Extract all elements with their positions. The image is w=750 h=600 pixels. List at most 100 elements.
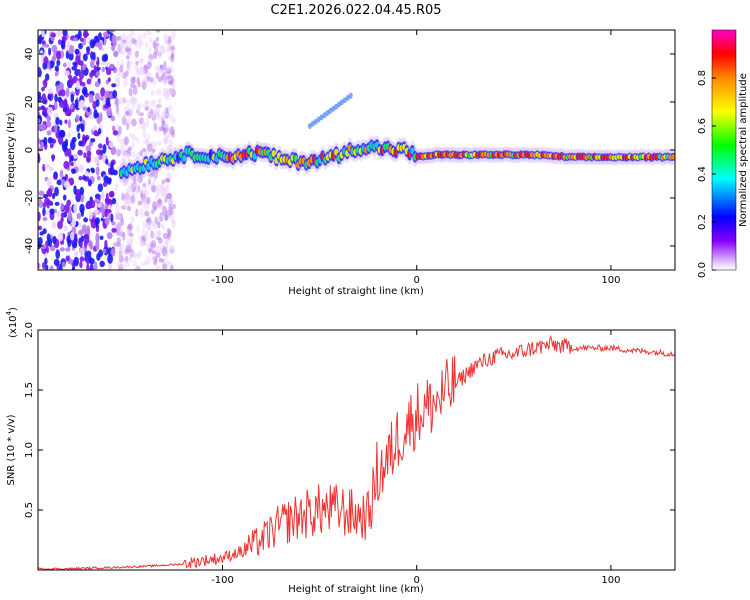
heatmap-speckle xyxy=(146,76,151,82)
heatmap-speckle xyxy=(63,180,70,189)
heatmap-speckle xyxy=(69,103,74,110)
spectrogram-xtick-label: 100 xyxy=(601,275,620,286)
heatmap-speckle xyxy=(150,220,156,227)
heatmap-speckle xyxy=(119,44,124,55)
heatmap-speckle xyxy=(154,171,159,177)
heatmap-speckle xyxy=(79,186,85,196)
heatmap-speckle xyxy=(88,211,93,220)
heatmap-speckle xyxy=(113,50,119,58)
heatmap-speckle xyxy=(130,194,136,204)
heatmap-speckle xyxy=(141,148,147,153)
heatmap-speckle xyxy=(45,264,49,270)
heatmap-speckle xyxy=(132,261,138,267)
heatmap-speckle xyxy=(128,254,133,263)
heatmap-speckle xyxy=(89,266,94,270)
heatmap-speckle xyxy=(125,188,130,198)
heatmap-speckle xyxy=(69,154,74,162)
heatmap-speckle xyxy=(78,164,85,173)
heatmap-speckle xyxy=(46,120,52,128)
heatmap-speckle xyxy=(109,30,115,33)
heatmap-speckle xyxy=(50,32,57,38)
heatmap-speckle xyxy=(38,106,42,111)
heatmap-speckle xyxy=(118,125,122,136)
heatmap-speckle xyxy=(138,124,145,130)
heatmap-speckle xyxy=(86,225,91,236)
heatmap-speckle xyxy=(130,30,136,37)
heatmap-speckle xyxy=(75,114,80,123)
heatmap-speckle xyxy=(73,256,80,267)
heatmap-speckle xyxy=(150,230,154,239)
heatmap-speckle xyxy=(68,77,75,86)
heatmap-speckle xyxy=(114,96,118,106)
heatmap-speckle xyxy=(51,154,55,162)
heatmap-speckle xyxy=(98,154,102,161)
heatmap-speckle xyxy=(154,65,161,72)
heatmap-speckle xyxy=(68,52,74,61)
heatmap-speckle xyxy=(44,163,51,169)
heatmap-speckle xyxy=(38,211,41,222)
colorbar-gradient xyxy=(711,29,737,271)
heatmap-speckle xyxy=(145,255,151,266)
heatmap-speckle xyxy=(61,141,68,150)
spectrogram-ylabel: Frequency (Hz) xyxy=(6,112,17,188)
heatmap-speckle xyxy=(78,123,83,129)
heatmap-speckle xyxy=(157,76,163,83)
heatmap-speckle xyxy=(38,66,41,73)
heatmap-speckle xyxy=(106,177,112,185)
heatmap-speckle xyxy=(53,174,57,180)
heatmap-speckle xyxy=(62,30,68,37)
heatmap-speckle xyxy=(52,221,56,229)
heatmap-speckle xyxy=(132,134,138,141)
spectrogram-xlabel: Height of straight line (km) xyxy=(288,286,424,297)
heatmap-speckle xyxy=(136,76,140,84)
heatmap-speckle xyxy=(161,179,166,185)
heatmap-speckle xyxy=(163,122,169,128)
heatmap-speckle xyxy=(60,216,64,223)
heatmap-speckle xyxy=(57,220,63,230)
heatmap-speckle xyxy=(65,255,70,262)
heatmap-speckle xyxy=(171,204,176,209)
heatmap-speckle xyxy=(95,71,100,77)
heatmap-speckle xyxy=(156,141,162,146)
heatmap-speckle xyxy=(105,61,111,68)
heatmap-speckle xyxy=(147,173,152,182)
heatmap-speckle xyxy=(111,197,117,205)
heatmap-speckle xyxy=(61,261,66,268)
heatmap-speckle xyxy=(55,84,60,94)
heatmap-speckle xyxy=(121,149,126,157)
heatmap-speckle xyxy=(162,72,167,78)
heatmap-speckle xyxy=(56,30,62,37)
heatmap-speckle xyxy=(171,118,177,124)
heatmap-speckle xyxy=(97,183,104,192)
heatmap-speckle xyxy=(150,101,156,107)
heatmap-speckle xyxy=(57,96,62,103)
heatmap-speckle xyxy=(135,266,140,270)
heatmap-speckle xyxy=(63,204,70,214)
heatmap-speckle xyxy=(129,96,135,104)
heatmap-speckle xyxy=(155,112,160,117)
heatmap-speckle xyxy=(89,199,96,209)
heatmap-speckle xyxy=(102,181,108,187)
heatmap-speckle xyxy=(126,205,132,212)
heatmap-speckle xyxy=(166,260,172,266)
heatmap-speckle xyxy=(162,262,168,270)
heatmap-speckle xyxy=(117,225,123,235)
heatmap-speckle xyxy=(111,83,117,88)
heatmap-speckle xyxy=(145,118,150,128)
snr-scale-label: (x104) xyxy=(5,307,19,338)
heatmap-speckle xyxy=(132,175,137,185)
heatmap-speckle xyxy=(46,209,50,216)
heatmap-speckle xyxy=(79,85,83,92)
heatmap-speckle xyxy=(153,142,158,149)
heatmap-speckle xyxy=(78,42,83,50)
spectrogram-axes: -100 0 100 -40 -20 0 20 40 xyxy=(24,30,675,286)
heatmap-speckle xyxy=(56,179,62,186)
heatmap-speckle xyxy=(98,42,103,51)
heatmap-speckle xyxy=(148,222,152,231)
heatmap-speckle xyxy=(95,99,100,107)
heatmap-speckle xyxy=(41,30,45,38)
heatmap-speckle xyxy=(76,212,82,220)
heatmap-speckle xyxy=(101,66,106,73)
heatmap-speckle xyxy=(130,76,136,85)
heatmap-speckle xyxy=(107,111,113,116)
